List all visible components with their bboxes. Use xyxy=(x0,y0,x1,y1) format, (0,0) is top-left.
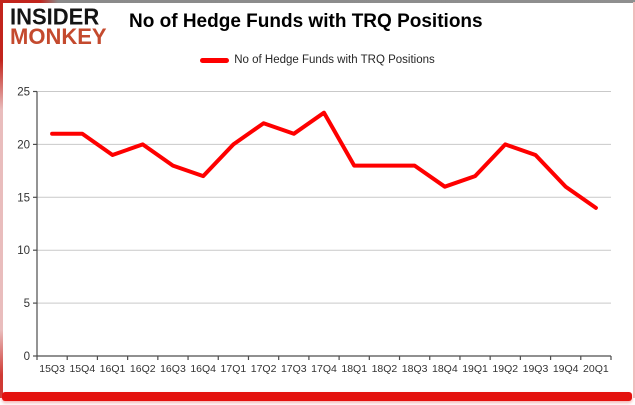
insider-monkey-logo: INSIDER MONKEY xyxy=(10,3,107,50)
x-label-16Q1: 16Q1 xyxy=(100,363,126,375)
x-label-16Q2: 16Q2 xyxy=(130,363,156,375)
x-label-17Q1: 17Q1 xyxy=(221,363,247,375)
logo-line-insider: INSIDER xyxy=(10,3,100,30)
x-label-19Q4: 19Q4 xyxy=(553,363,579,375)
legend-line-swatch xyxy=(200,57,230,63)
x-label-17Q2: 17Q2 xyxy=(251,363,277,375)
x-label-15Q3: 15Q3 xyxy=(39,363,65,375)
x-label-19Q1: 19Q1 xyxy=(462,363,488,375)
chart-title: No of Hedge Funds with TRQ Positions xyxy=(129,11,483,32)
y-tick-label-15: 15 xyxy=(17,192,30,204)
y-tick-label-5: 5 xyxy=(24,298,30,310)
x-label-15Q4: 15Q4 xyxy=(69,363,95,375)
legend-series-label: No of Hedge Funds with TRQ Positions xyxy=(234,54,435,66)
line-chart: 0 5 10 15 20 25 15Q3 15Q4 16Q1 16Q2 16Q3 16Q4 17Q1 17… xyxy=(17,87,612,375)
series-line xyxy=(50,110,598,210)
y-tick-label-20: 20 xyxy=(17,139,30,151)
frame-right-edge xyxy=(633,2,635,398)
frame-bottom-bar xyxy=(2,392,632,401)
y-tick-label-0: 0 xyxy=(24,351,30,363)
chart-legend: No of Hedge Funds with TRQ Positions xyxy=(0,54,635,66)
x-label-20Q1: 20Q1 xyxy=(583,363,609,375)
logo-line-monkey: MONKEY xyxy=(10,24,107,50)
x-label-17Q3: 17Q3 xyxy=(281,363,307,375)
x-label-19Q3: 19Q3 xyxy=(523,363,549,375)
x-label-18Q1: 18Q1 xyxy=(341,363,367,375)
x-label-16Q4: 16Q4 xyxy=(190,363,216,375)
x-label-18Q3: 18Q3 xyxy=(402,363,428,375)
frame-left-edge xyxy=(0,0,3,398)
x-label-18Q2: 18Q2 xyxy=(372,363,398,375)
x-label-19Q2: 19Q2 xyxy=(492,363,518,375)
x-label-16Q3: 16Q3 xyxy=(160,363,186,375)
y-tick-label-10: 10 xyxy=(17,245,30,257)
x-label-17Q4: 17Q4 xyxy=(311,363,337,375)
x-label-18Q4: 18Q4 xyxy=(432,363,458,375)
frame-top-edge xyxy=(0,0,635,3)
y-tick-label-25: 25 xyxy=(17,87,30,99)
